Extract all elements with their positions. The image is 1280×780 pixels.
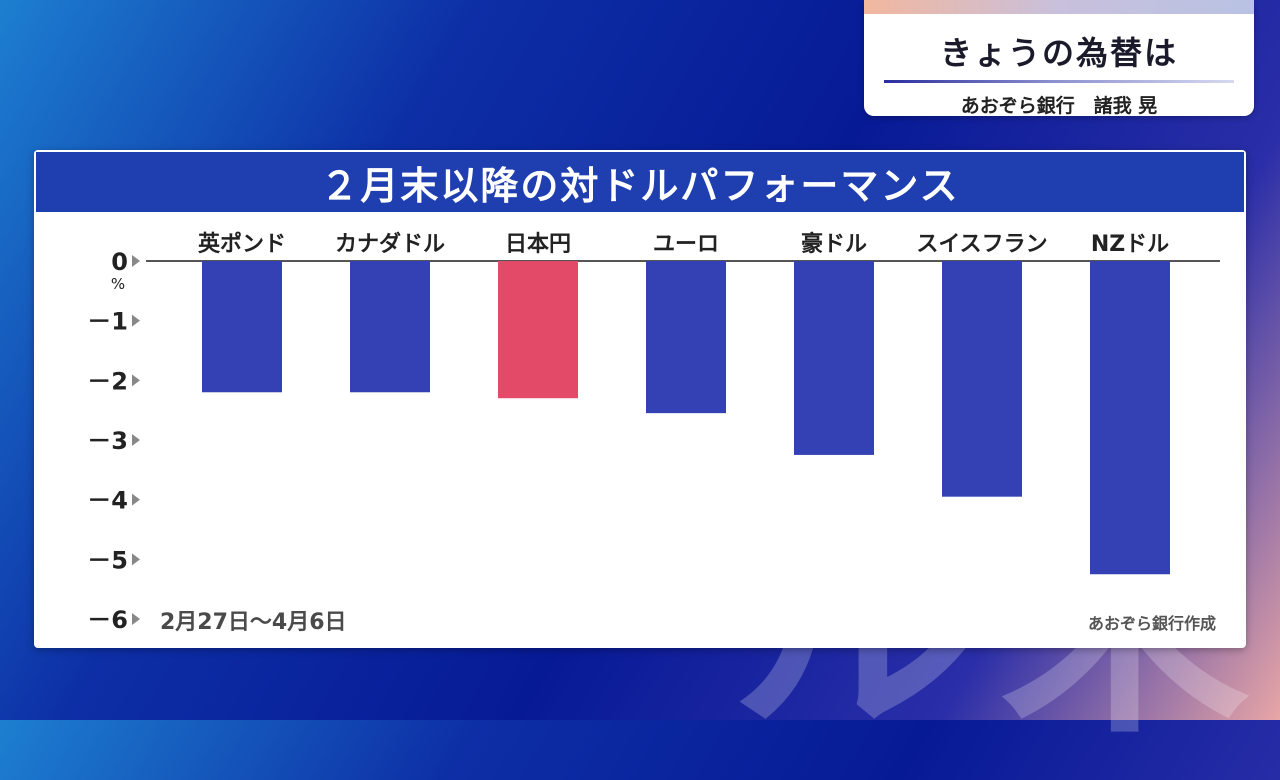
y-tick-marker xyxy=(132,434,140,446)
bar xyxy=(646,261,726,414)
y-tick-label: －5 xyxy=(87,546,128,574)
chart-title: ２月末以降の対ドルパフォーマンス xyxy=(34,150,1246,214)
category-label: スイスフラン xyxy=(916,232,1047,257)
source-note: あおぞら銀行作成 xyxy=(1087,614,1216,633)
bar xyxy=(1090,261,1170,575)
period-note: 2月27日～4月6日 xyxy=(160,610,347,635)
y-tick-label: －3 xyxy=(87,427,128,455)
y-tick-label: －2 xyxy=(87,367,128,395)
presenter-name: あおぞら銀行 諸我 晃 xyxy=(960,95,1158,116)
y-unit-label: % xyxy=(111,275,125,293)
y-tick-label: －6 xyxy=(87,606,128,634)
y-tick-marker xyxy=(132,314,140,327)
y-tick-marker xyxy=(132,613,140,625)
bar-chart: 0 －1 －2 －3 －4 －5 －6% 英ポンド カナダドル 日本円 ユーロ 豪ドル スイスフラン NZ… xyxy=(87,231,1220,634)
bar xyxy=(350,261,430,393)
category-label: 英ポンド xyxy=(198,231,286,257)
y-tick-marker xyxy=(132,255,140,267)
program-title-card: きょうの為替は あおぞら銀行 諸我 晃 xyxy=(864,0,1254,116)
bar xyxy=(202,261,282,393)
y-tick-label: －4 xyxy=(87,487,128,515)
y-tick-marker xyxy=(132,553,140,566)
bar xyxy=(942,261,1022,497)
bar xyxy=(794,261,874,455)
bar xyxy=(498,261,578,399)
y-tick-marker xyxy=(132,493,140,506)
program-title: きょうの為替は xyxy=(939,34,1178,72)
y-tick-label: －1 xyxy=(87,308,128,336)
category-label: カナダドル xyxy=(335,231,445,257)
category-label: 豪ドル xyxy=(801,231,867,257)
chart-panel: 0 －1 －2 －3 －4 －5 －6% 英ポンド カナダドル 日本円 ユーロ 豪ドル スイスフラン NZ… xyxy=(34,150,1246,648)
title-card-accent-bar xyxy=(864,0,1254,14)
category-label: ユーロ xyxy=(653,232,719,257)
y-tick-label: 0 xyxy=(111,248,128,276)
category-label: NZドル xyxy=(1091,232,1169,257)
category-label: 日本円 xyxy=(505,232,571,257)
title-divider xyxy=(884,80,1234,83)
y-tick-marker xyxy=(132,374,140,387)
